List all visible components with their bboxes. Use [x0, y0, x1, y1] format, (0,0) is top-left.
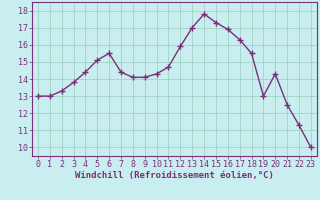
X-axis label: Windchill (Refroidissement éolien,°C): Windchill (Refroidissement éolien,°C) — [75, 171, 274, 180]
